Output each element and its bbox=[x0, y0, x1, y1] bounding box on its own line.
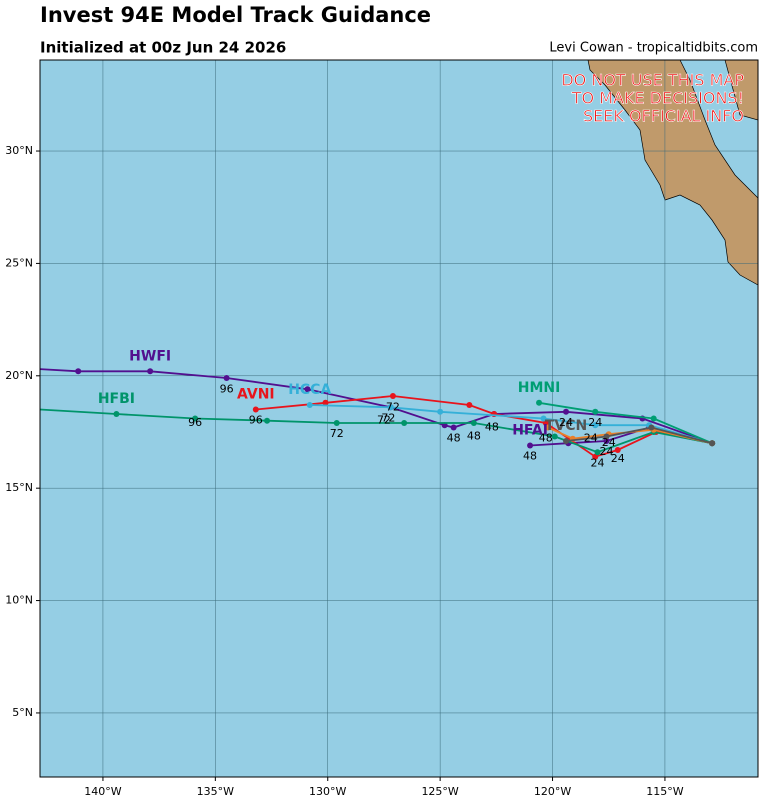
track-point bbox=[536, 399, 543, 406]
y-tick-label: 10°N bbox=[5, 594, 33, 607]
hour-label: 24 bbox=[559, 416, 573, 429]
track-point bbox=[592, 408, 599, 415]
track-point bbox=[223, 375, 230, 382]
track-point bbox=[592, 422, 599, 429]
track-point bbox=[333, 419, 340, 426]
track-line bbox=[538, 401, 713, 445]
track-point bbox=[563, 408, 570, 415]
track-point bbox=[594, 449, 601, 456]
x-tick-label: 140°W bbox=[84, 785, 121, 798]
hour-label: 48 bbox=[523, 450, 537, 463]
track-point bbox=[650, 415, 657, 422]
track-point bbox=[603, 433, 610, 440]
track-line bbox=[40, 368, 713, 445]
y-tick-label: 30°N bbox=[5, 144, 33, 157]
x-tick-label: 120°W bbox=[534, 785, 571, 798]
warning: TO MAKE DECISIONS! bbox=[571, 89, 744, 108]
track-point bbox=[437, 408, 444, 415]
track-line bbox=[255, 395, 713, 458]
track-point bbox=[75, 368, 82, 375]
y-tick-label: 25°N bbox=[5, 256, 33, 269]
track-point bbox=[466, 402, 473, 409]
hour-label: 96 bbox=[220, 382, 234, 395]
track-point bbox=[603, 437, 610, 444]
warning: SEEK OFFICIAL INFO bbox=[583, 107, 744, 126]
track-point bbox=[592, 453, 599, 460]
hour-label: 48 bbox=[447, 432, 461, 445]
track-point bbox=[470, 419, 477, 426]
track-label: HFBI bbox=[98, 391, 135, 407]
track-point bbox=[264, 417, 271, 424]
hour-label: 72 bbox=[377, 414, 391, 427]
track-point bbox=[113, 411, 120, 418]
x-tick-label: 125°W bbox=[421, 785, 458, 798]
track-point bbox=[614, 446, 621, 453]
track-point bbox=[387, 404, 394, 411]
map-frame bbox=[39, 59, 759, 778]
track-label: TVCN bbox=[545, 418, 587, 434]
hour-label: 72 bbox=[386, 400, 400, 413]
y-tick-label: 5°N bbox=[12, 706, 33, 719]
credit: Levi Cowan - tropicaltidbits.com bbox=[549, 41, 758, 56]
track-point bbox=[545, 424, 552, 431]
track-point bbox=[450, 424, 457, 431]
track-label: HWFI bbox=[129, 348, 171, 364]
track-label: HMNI bbox=[518, 380, 561, 396]
hour-label: 96 bbox=[249, 414, 263, 427]
title: Invest 94E Model Track Guidance bbox=[40, 3, 431, 27]
hour-label: 24 bbox=[590, 456, 604, 469]
track-point bbox=[542, 419, 549, 426]
warning: DO NOT USE THIS MAP bbox=[561, 71, 744, 90]
subtitle: Initialized at 00z Jun 24 2026 bbox=[40, 39, 286, 57]
hour-label: 48 bbox=[467, 429, 481, 442]
hour-label: 24 bbox=[599, 445, 613, 458]
y-tick-label: 15°N bbox=[5, 481, 33, 494]
x-tick-label: 115°W bbox=[646, 785, 683, 798]
track-point bbox=[252, 406, 259, 413]
track-point bbox=[401, 419, 408, 426]
track-point bbox=[540, 415, 547, 422]
track-line bbox=[565, 426, 713, 445]
track-point bbox=[389, 393, 396, 400]
track-point bbox=[306, 402, 313, 409]
hour-label: 24 bbox=[584, 432, 598, 445]
y-tick-label: 20°N bbox=[5, 369, 33, 382]
hour-label: 48 bbox=[485, 420, 499, 433]
hour-label: 72 bbox=[381, 412, 395, 425]
track-point bbox=[527, 442, 534, 449]
track-label: HFAI bbox=[512, 422, 548, 438]
hour-label: 24 bbox=[602, 436, 616, 449]
track-point bbox=[563, 437, 570, 444]
track-point bbox=[304, 386, 311, 393]
hour-label: 96 bbox=[188, 416, 202, 429]
hour-label: 24 bbox=[588, 416, 602, 429]
x-tick-label: 130°W bbox=[309, 785, 346, 798]
track-point bbox=[648, 424, 655, 431]
hour-label: 48 bbox=[539, 432, 553, 445]
track-point bbox=[147, 368, 154, 375]
hour-label: 72 bbox=[330, 427, 344, 440]
track-point bbox=[709, 440, 716, 447]
land bbox=[587, 60, 758, 286]
track-point bbox=[192, 415, 199, 422]
track-label: HCCA bbox=[288, 382, 331, 398]
track-point bbox=[551, 433, 558, 440]
track-label: AVNI bbox=[237, 387, 275, 403]
x-tick-label: 135°W bbox=[197, 785, 234, 798]
track-point bbox=[322, 399, 329, 406]
hour-label: 24 bbox=[611, 452, 625, 465]
